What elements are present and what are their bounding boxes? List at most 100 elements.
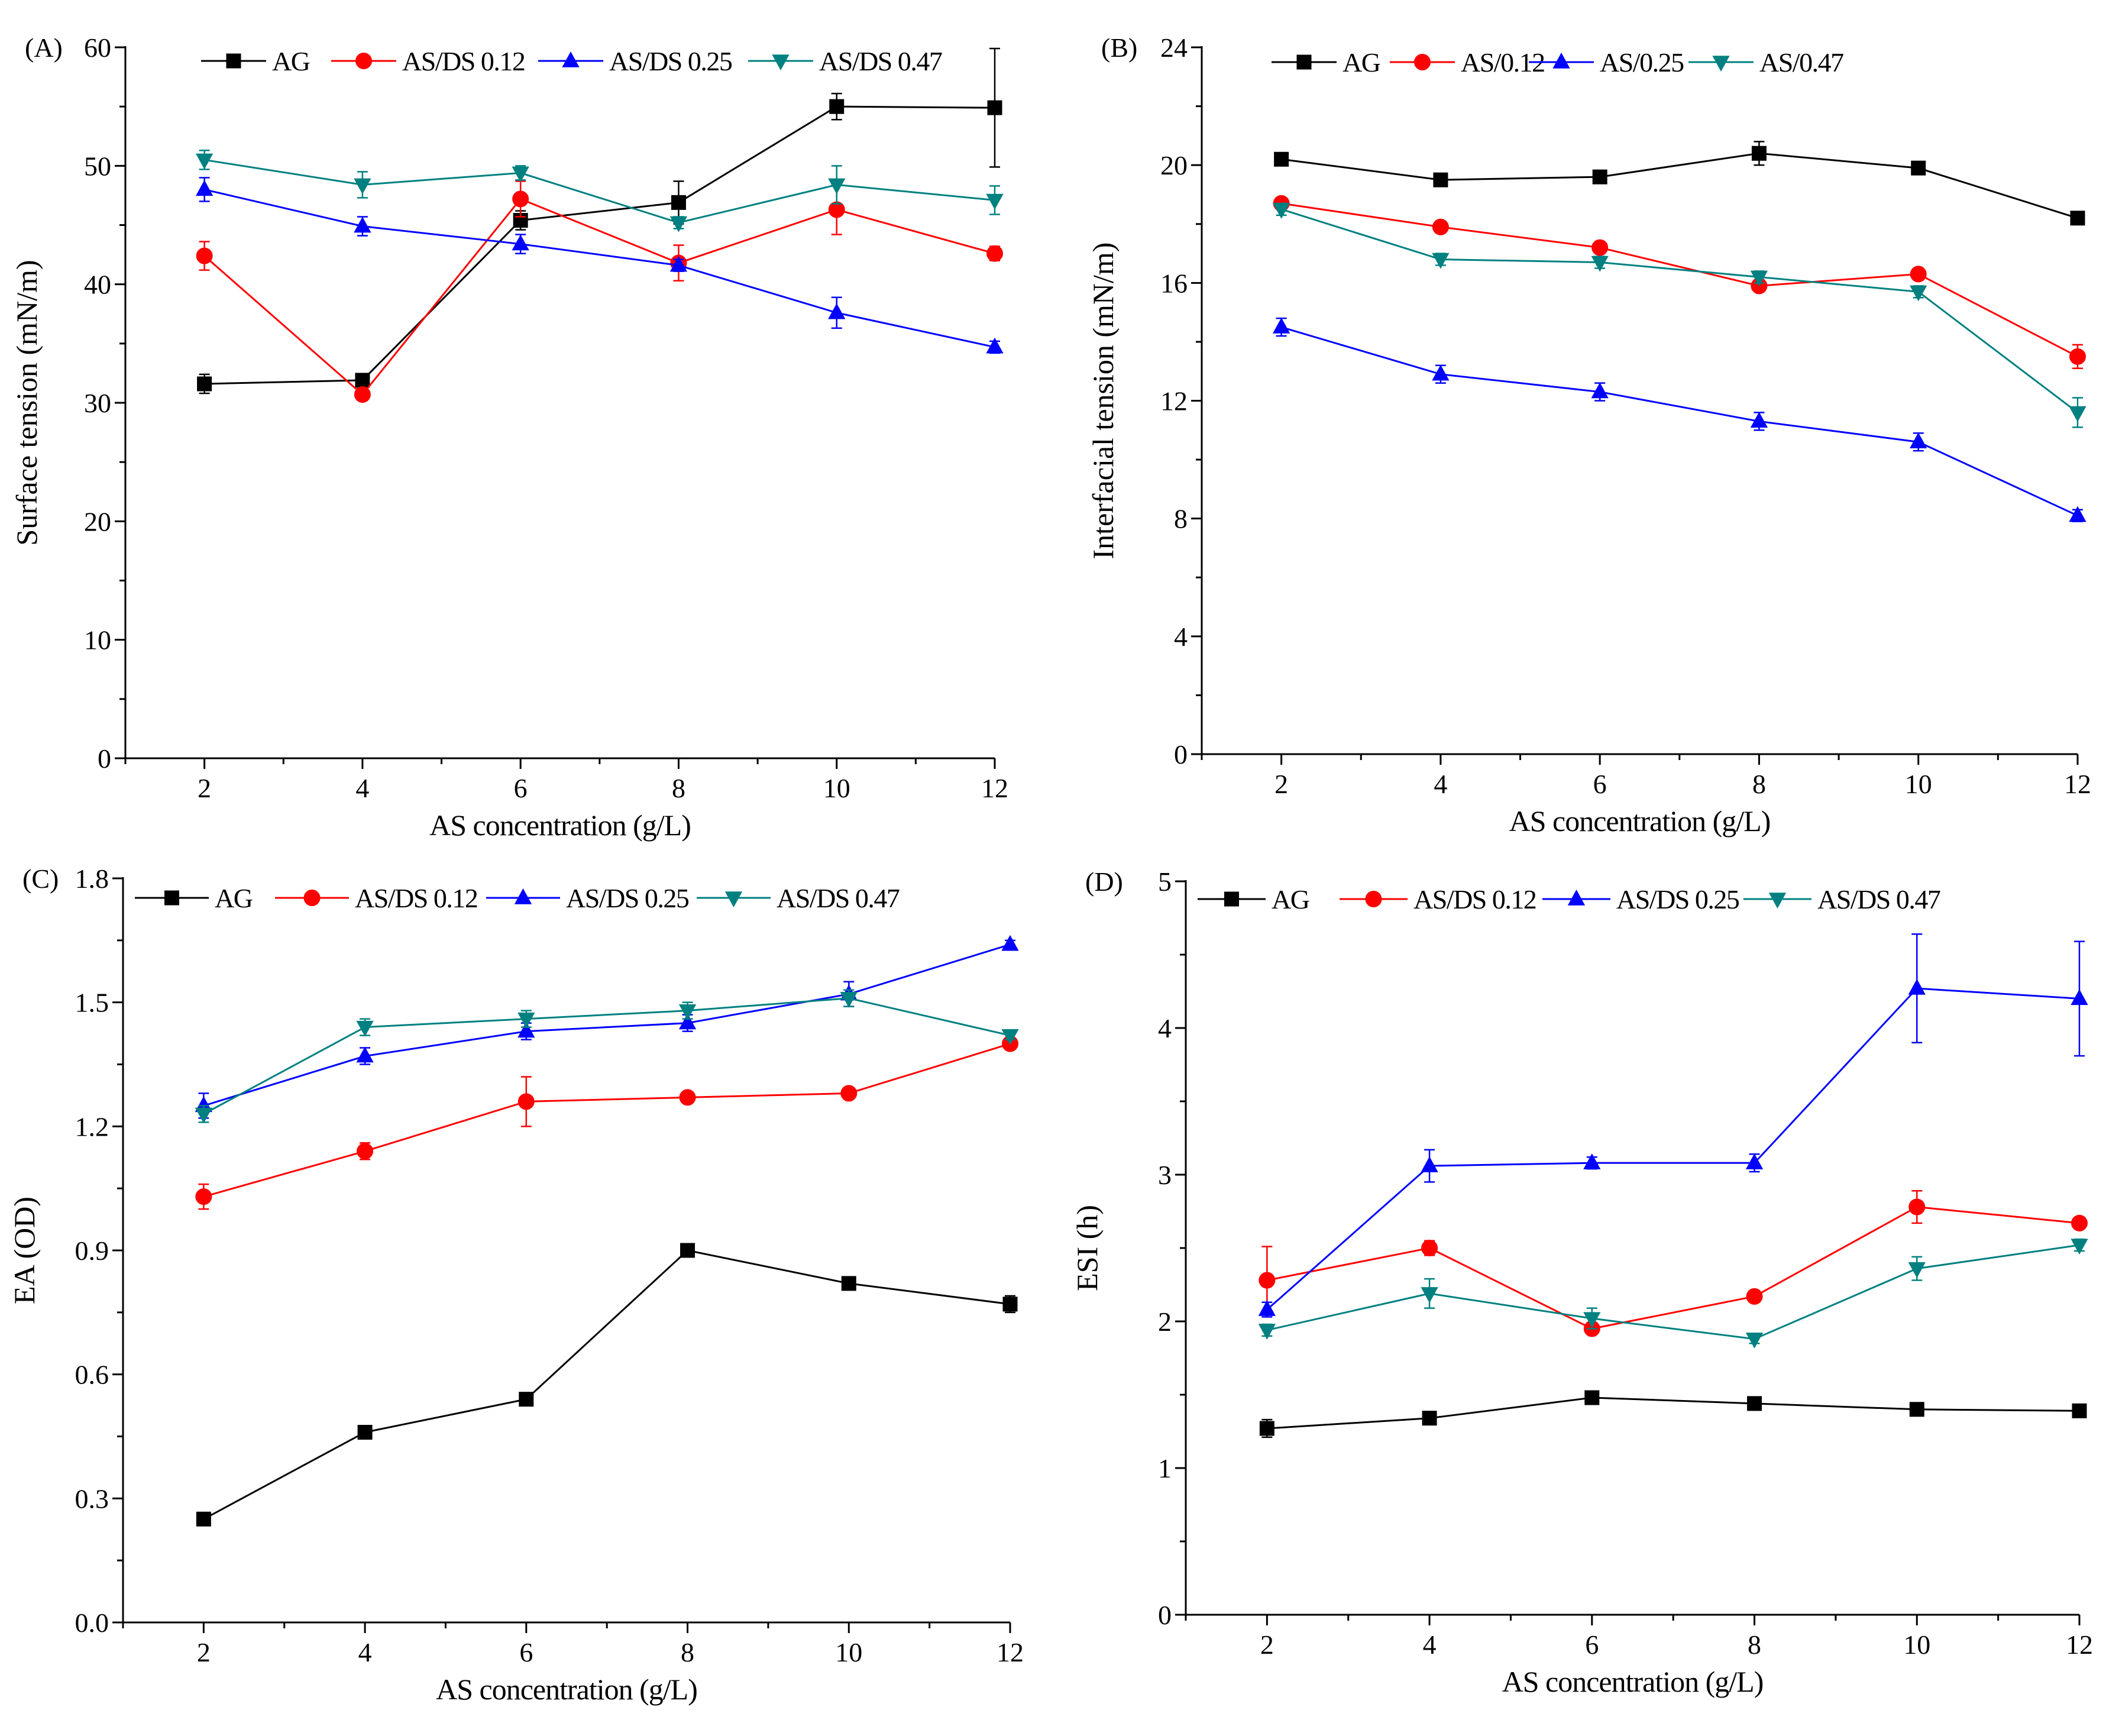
data-point [1751,146,1767,161]
y-tick-label: 1.8 [75,864,109,894]
y-tick-label: 40 [84,270,111,300]
series-line [203,1043,1011,1198]
data-point [1583,1312,1601,1328]
data-point [195,180,213,196]
panel-label: (A) [25,33,63,63]
x-tick-label: 2 [197,1637,211,1667]
data-point [354,178,371,195]
y-tick-label: 0.0 [75,1608,109,1638]
legend-marker [1552,52,1570,69]
data-point [1274,151,1289,167]
data-point [829,99,845,114]
data-point [517,1093,535,1110]
data-point [1592,169,1607,185]
x-axis-label: AS concentration (g/L) [436,1673,697,1706]
legend-marker [724,891,743,908]
legend-label: AG [1272,884,1309,914]
y-tick-label: 1 [1158,1453,1172,1483]
legend-entry: AS/DS 0.12 [1340,884,1537,914]
data-point [517,1021,535,1038]
data-point [1745,1153,1764,1169]
data-point [512,234,529,251]
data-point [2069,506,2086,522]
data-point [354,216,371,233]
data-point [1433,172,1448,187]
y-tick-label: 20 [84,506,111,536]
legend-label: AS/DS 0.12 [355,883,477,913]
series-as-ds-0-47 [1258,1238,2088,1349]
series-ag [196,1243,1018,1527]
legend-marker [1224,891,1239,907]
data-point [195,153,213,170]
data-point [196,1511,211,1527]
data-point [828,178,846,195]
data-point [1910,266,1927,283]
x-tick-label: 12 [2064,769,2091,799]
legend-entry: AS/DS 0.47 [1743,884,1941,914]
data-point [2071,1239,2088,1255]
legend-label: AS/DS 0.25 [609,46,732,76]
legend-label: AS/0.25 [1600,47,1684,77]
data-point [1746,1288,1763,1305]
y-tick-label: 1.5 [75,988,109,1018]
x-tick-label: 4 [1434,769,1447,799]
series-as-ds-0-12 [1259,1190,2088,1337]
data-point [1591,256,1609,272]
data-point [517,1012,535,1029]
data-point [2070,211,2085,226]
panel-label: (B) [1101,33,1137,63]
x-tick-label: 10 [823,773,850,803]
legend-label: AS/DS 0.47 [1817,884,1940,914]
x-tick-label: 12 [981,773,1008,803]
legend-entry: AS/DS 0.25 [538,46,733,76]
legend-entry: AS/DS 0.47 [748,46,943,76]
legend-marker [1567,889,1586,906]
series-as-ds-0-25 [195,177,1004,354]
legend-entry: AS/0.25 [1529,47,1685,77]
x-tick-label: 4 [355,773,369,803]
legend-entry: AS/0.12 [1390,47,1545,77]
data-point [1591,239,1609,256]
legend-entry: AS/DS 0.25 [1542,884,1740,914]
legend-entry: AG [201,46,310,76]
data-point [1432,218,1449,235]
y-axis-label: EA (OD) [8,1197,41,1304]
data-point [1750,270,1768,287]
legend-entry: AG [1198,884,1310,914]
y-tick-label: 0.6 [75,1360,109,1390]
data-point [986,337,1004,354]
legend-marker [1712,56,1730,72]
y-tick-label: 8 [1174,504,1188,534]
data-point [1745,1333,1764,1349]
data-point [1001,1029,1019,1045]
data-point [195,1188,212,1205]
series-line [203,198,995,396]
data-point [680,1243,695,1258]
x-tick-label: 4 [1423,1630,1437,1660]
legend-marker [1768,893,1787,909]
legend-marker [355,53,372,69]
legend-label: AS/DS 0.25 [1616,884,1739,914]
y-tick-label: 30 [84,388,111,418]
legend-label: AG [1342,47,1380,77]
x-tick-label: 6 [1585,1630,1599,1660]
data-point [669,216,688,232]
legend-entry: AS/DS 0.12 [275,883,478,913]
legend-marker [1414,54,1431,70]
y-tick-label: 0 [1158,1600,1172,1630]
x-tick-label: 6 [1593,769,1607,799]
data-point [197,376,212,392]
series-line [204,105,995,385]
y-tick-label: 0.9 [75,1236,109,1266]
data-point [1908,1198,1926,1215]
x-axis-label: AS concentration (g/L) [429,809,691,842]
series-line [203,943,1011,1107]
series-line [1281,208,2078,413]
legend-marker [164,890,179,906]
legend-entry: AS/DS 0.47 [697,883,900,913]
series-as-ds-0-47 [195,150,1004,232]
legend-marker [1296,54,1312,70]
y-tick-label: 0 [98,743,111,774]
